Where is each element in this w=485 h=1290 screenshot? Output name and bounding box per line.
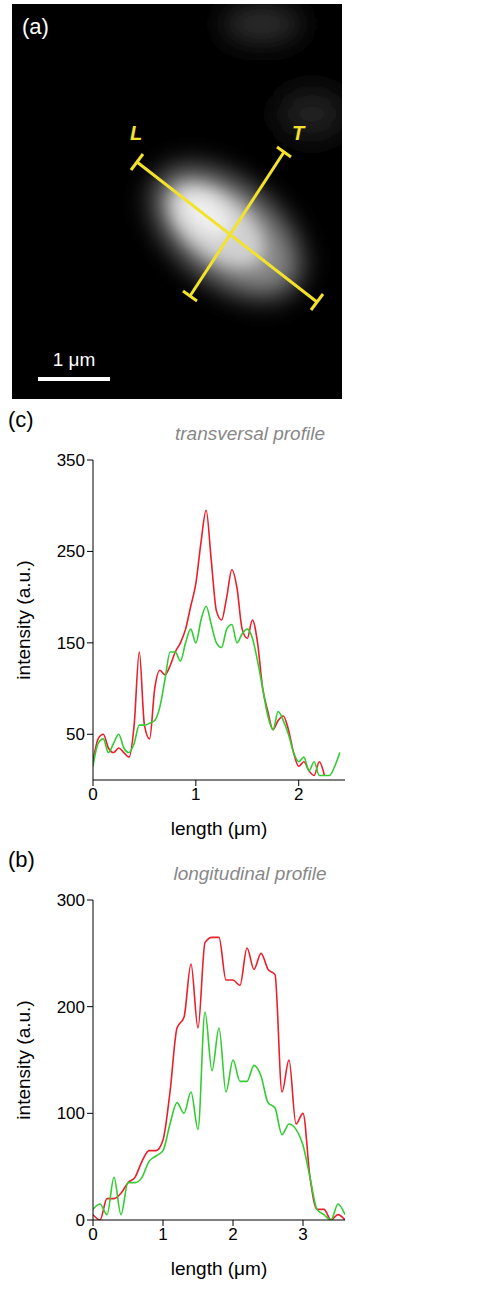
svg-text:50: 50 [66,725,85,744]
svg-text:250: 250 [57,542,85,561]
svg-text:1: 1 [191,785,200,804]
svg-text:100: 100 [57,1104,85,1123]
svg-text:length (μm): length (μm) [171,1258,267,1279]
svg-text:1 μm: 1 μm [53,349,96,370]
svg-text:T: T [292,122,306,144]
html-text:(b): (b) [8,847,35,872]
svg-text:0: 0 [88,785,97,804]
svg-text:3: 3 [298,1225,307,1244]
svg-text:L: L [130,122,142,144]
svg-text:0: 0 [88,1225,97,1244]
html-text:longitudinal profile: longitudinal profile [173,863,327,884]
svg-text:350: 350 [57,451,85,470]
svg-text:1: 1 [158,1225,167,1244]
html-text:transversal profile: transversal profile [175,423,325,444]
svg-text:2: 2 [294,785,303,804]
svg-text:intensity (a.u.): intensity (a.u.) [13,1000,34,1119]
svg-text:2: 2 [228,1225,237,1244]
html-text:(c): (c) [8,407,34,432]
svg-text:intensity (a.u.): intensity (a.u.) [13,560,34,679]
svg-text:150: 150 [57,634,85,653]
svg-text:(a): (a) [22,14,49,39]
svg-text:300: 300 [57,891,85,910]
svg-text:length (μm): length (μm) [171,818,267,839]
svg-text:200: 200 [57,998,85,1017]
svg-text:0: 0 [76,1211,85,1230]
